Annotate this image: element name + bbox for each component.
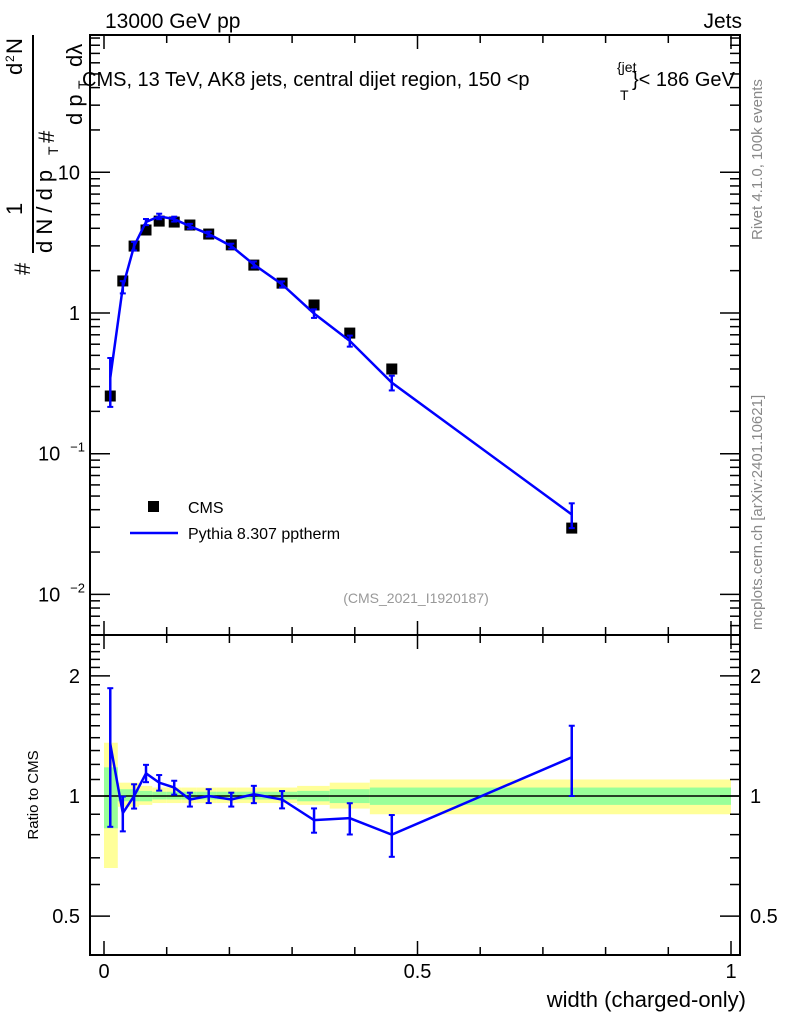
y-tick-labels: 10 1 10 −1 10 −2 2 2 1 1 0.5 0.5 0 0.5 1: [38, 162, 778, 983]
cms-data-point: [308, 299, 320, 311]
y-axis-label: # 1 d N / d p T # d 2 N d p T dλ: [2, 35, 91, 275]
ratio-panel-frame: [89, 634, 741, 956]
ylabel-dlambda: dλ: [62, 44, 87, 67]
legend-label-pythia: Pythia 8.307 pptherm: [188, 526, 340, 543]
y-tick-label: 10: [38, 584, 60, 606]
y-tick-label: 10: [58, 162, 80, 184]
ylabel-dn-dpt: d N / d p: [32, 170, 57, 253]
ylabel-n: N: [2, 38, 27, 54]
plot-title-sup: {jet: [617, 59, 637, 75]
ylabel-d: d: [2, 63, 27, 75]
legend-marker-cms: [148, 501, 159, 512]
ylabel-dpt: d p: [62, 94, 87, 125]
rivet-version-label: Rivet 4.1.0, 100k events: [749, 79, 766, 240]
ratio-y-tick-label: 1: [69, 786, 80, 808]
x-tick-label: 1: [725, 961, 736, 983]
ratio-y-tick-label: 0.5: [52, 906, 80, 928]
ratio-y-tick-label: 2: [69, 666, 80, 688]
header-right: Jets: [703, 10, 742, 33]
ratio-y-tick-label-right: 1: [750, 786, 761, 808]
y-tick-label-exponent: −1: [70, 440, 85, 455]
plot-title-main: CMS, 13 TeV, AK8 jets, central dijet reg…: [82, 69, 530, 91]
x-axis-label: width (charged-only): [546, 987, 746, 1012]
cms-data-point: [344, 327, 356, 339]
cms-data-point: [153, 215, 165, 227]
data-marks: [104, 212, 578, 858]
analysis-id-label: (CMS_2021_I1920187): [343, 590, 489, 606]
ratio-y-tick-label-right: 2: [750, 666, 761, 688]
mcplots-label: mcplots.cern.ch [arXiv:2401.10621]: [749, 395, 766, 630]
y-tick-label-exponent: −2: [70, 580, 85, 595]
ratio-uncertainty-bands: [104, 742, 731, 869]
ylabel-two: 2: [3, 55, 17, 62]
ylabel-t2: T: [75, 80, 91, 89]
ylabel-t1: T: [45, 146, 61, 155]
legend-label-cms: CMS: [188, 500, 224, 517]
plot-title: CMS, 13 TeV, AK8 jets, central dijet reg…: [82, 69, 530, 91]
axis-ticks: [90, 35, 740, 955]
ratio-y-label: Ratio to CMS: [25, 750, 42, 839]
y-tick-label: 1: [69, 303, 80, 325]
plot-title-tail: }< 186 GeV: [632, 69, 736, 91]
cms-data-point: [140, 224, 152, 236]
pythia-line: [109, 215, 573, 516]
cms-data-point: [386, 363, 398, 375]
ylabel-one: 1: [2, 203, 27, 215]
ylabel-hash-1: #: [10, 262, 35, 275]
legend: CMS Pythia 8.307 pptherm: [130, 500, 340, 543]
ylabel-hash-2: #: [34, 130, 59, 143]
header-left: 13000 GeV pp: [105, 10, 240, 33]
x-tick-label: 0.5: [404, 961, 432, 983]
plot-title-sub: T: [620, 87, 629, 103]
x-tick-label: 0: [98, 961, 109, 983]
y-tick-label: 10: [38, 444, 60, 466]
main-panel-frame: [89, 34, 741, 636]
ratio-y-tick-label-right: 0.5: [750, 906, 778, 928]
